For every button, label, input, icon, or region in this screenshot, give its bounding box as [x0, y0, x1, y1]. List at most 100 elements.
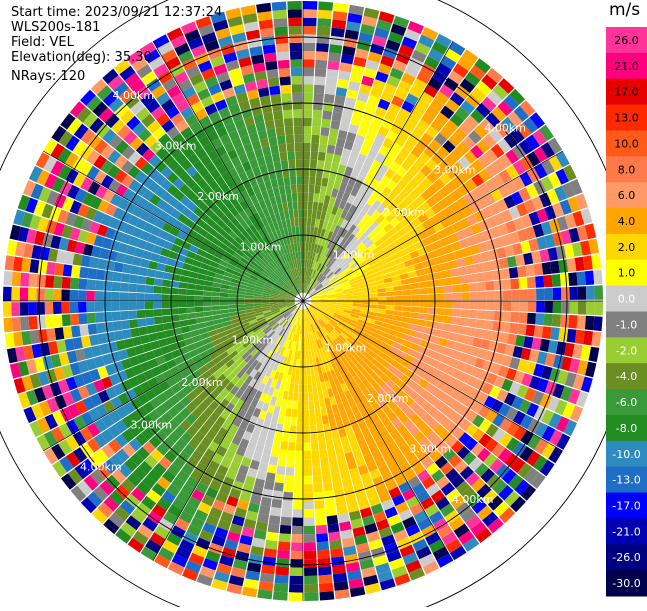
velocity-gate [241, 242, 250, 251]
velocity-gate [272, 439, 281, 450]
velocity-gate [339, 409, 348, 420]
velocity-gate [312, 314, 319, 322]
velocity-gate [303, 167, 310, 177]
velocity-gate [307, 325, 310, 334]
velocity-gate [364, 582, 381, 595]
velocity-gate [417, 319, 427, 327]
velocity-gate [35, 152, 50, 169]
velocity-gate [189, 121, 203, 134]
velocity-gate [97, 199, 110, 213]
velocity-gate [142, 189, 155, 202]
velocity-gate [510, 457, 526, 474]
velocity-gate [363, 453, 375, 465]
velocity-gate [308, 306, 315, 314]
velocity-gate [279, 211, 286, 221]
velocity-gate [411, 106, 425, 119]
velocity-gate [584, 315, 595, 331]
velocity-gate [416, 450, 429, 463]
velocity-gate [417, 469, 431, 483]
velocity-gate [321, 465, 331, 475]
velocity-gate [391, 417, 403, 429]
velocity-gate [404, 238, 415, 248]
velocity-gate [332, 480, 343, 491]
velocity-gate [314, 218, 320, 228]
velocity-gate [215, 27, 231, 40]
velocity-gate [315, 416, 323, 426]
velocity-gate [512, 144, 526, 160]
velocity-gate [285, 312, 292, 320]
velocity-gate [437, 254, 448, 264]
velocity-gate [176, 490, 191, 504]
velocity-gate [303, 126, 312, 135]
velocity-gate [144, 301, 154, 310]
velocity-gate [294, 350, 298, 359]
velocity-gate [287, 244, 293, 253]
colorbar-tick-label: -21.0 [612, 525, 640, 538]
velocity-gate [398, 442, 411, 455]
colorbar-tick-label: -1.0 [616, 318, 637, 331]
velocity-gate [231, 137, 243, 149]
velocity-gate [490, 259, 501, 271]
velocity-gate [478, 405, 491, 419]
velocity-gate [494, 301, 504, 311]
velocity-gate [342, 285, 352, 290]
velocity-gate [268, 136, 278, 147]
velocity-gate [337, 512, 350, 524]
velocity-gate [306, 367, 311, 376]
velocity-gate [458, 183, 471, 196]
velocity-gate [288, 323, 293, 332]
velocity-gate [510, 191, 524, 206]
velocity-gate [523, 336, 534, 349]
velocity-gate [249, 224, 258, 234]
velocity-gate [258, 182, 267, 193]
velocity-gate [254, 285, 264, 291]
velocity-gate [319, 398, 326, 408]
velocity-gate [186, 390, 198, 402]
velocity-gate [323, 257, 331, 266]
velocity-gate [436, 362, 448, 373]
velocity-gate [394, 435, 406, 448]
velocity-gate [558, 259, 569, 273]
velocity-gate [306, 268, 310, 277]
velocity-gate [81, 371, 93, 385]
velocity-gate [528, 349, 540, 363]
velocity-gate [393, 154, 406, 166]
velocity-gate [212, 157, 224, 169]
velocity-gate [216, 347, 227, 356]
velocity-gate [166, 336, 177, 345]
velocity-gate [351, 311, 361, 316]
velocity-gate [117, 463, 133, 478]
velocity-gate [224, 431, 235, 443]
velocity-gate [246, 311, 255, 317]
velocity-gate [38, 186, 52, 203]
velocity-gate [367, 281, 377, 287]
velocity-gate [206, 247, 217, 256]
velocity-gate [294, 375, 300, 385]
velocity-gate [404, 65, 420, 78]
velocity-gate [103, 496, 119, 512]
velocity-gate [108, 410, 122, 424]
velocity-gate [432, 240, 443, 250]
velocity-gate [279, 355, 285, 365]
velocity-gate [53, 366, 66, 381]
velocity-gate [326, 405, 334, 415]
velocity-gate [365, 487, 378, 499]
velocity-gate [219, 182, 230, 194]
velocity-gate [449, 113, 464, 127]
velocity-gate [499, 507, 516, 524]
velocity-gate [312, 201, 319, 211]
velocity-gate [287, 450, 296, 460]
velocity-gate [323, 229, 330, 239]
velocity-gate [381, 471, 394, 484]
velocity-gate [357, 419, 368, 431]
velocity-gate [12, 256, 23, 272]
velocity-gate [348, 4, 365, 16]
velocity-gate [398, 326, 408, 334]
velocity-gate [142, 342, 153, 353]
velocity-gate [292, 358, 297, 368]
velocity-gate [287, 303, 296, 307]
velocity-gate [433, 411, 446, 424]
velocity-gate [540, 142, 555, 159]
velocity-gate [231, 434, 242, 446]
velocity-gate [121, 145, 136, 160]
